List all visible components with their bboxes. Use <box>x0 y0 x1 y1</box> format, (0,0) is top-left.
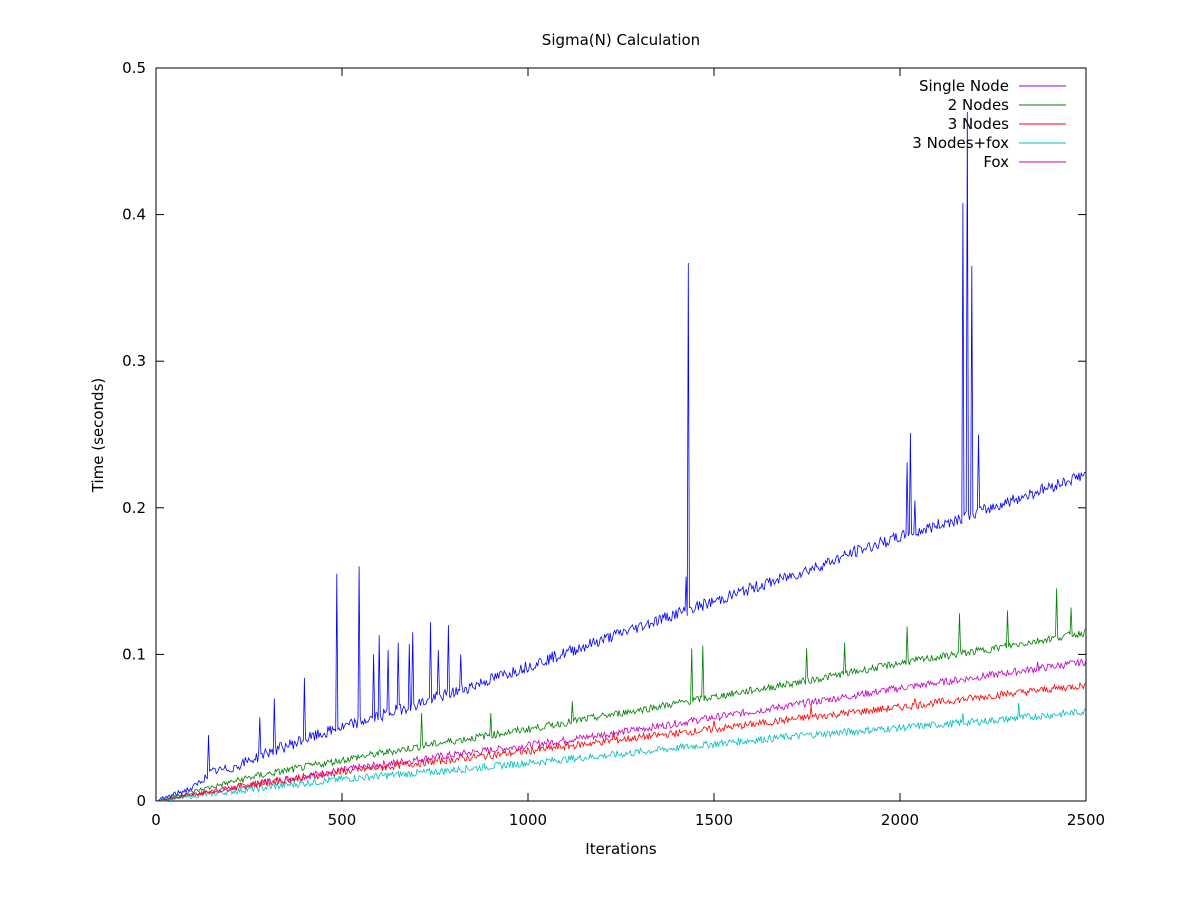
x-tick-label: 2000 <box>881 811 919 829</box>
x-tick-label: 0 <box>151 811 161 829</box>
y-axis-label: Time (seconds) <box>89 378 107 494</box>
series-line-3-nodes-fox <box>155 702 1086 802</box>
x-tick-label: 1000 <box>509 811 547 829</box>
series-line-2-nodes <box>155 588 1086 802</box>
legend-label: 3 Nodes <box>948 115 1009 133</box>
y-tick-label: 0 <box>136 792 146 810</box>
legend-label: Single Node <box>919 77 1009 95</box>
legend-label: 3 Nodes+fox <box>912 134 1009 152</box>
y-tick-label: 0.2 <box>122 499 146 517</box>
x-tick-label: 500 <box>328 811 357 829</box>
y-tick-label: 0.5 <box>122 59 146 77</box>
x-tick-label: 1500 <box>695 811 733 829</box>
series-line-single-node <box>155 111 1086 802</box>
x-tick-label: 2500 <box>1067 811 1105 829</box>
series-line-3-nodes <box>156 681 1086 802</box>
y-tick-label: 0.3 <box>122 352 146 370</box>
series-line-fox <box>155 658 1086 802</box>
y-tick-label: 0.4 <box>122 206 146 224</box>
x-axis-label: Iterations <box>585 840 657 858</box>
plot-frame <box>155 67 1087 802</box>
y-tick-label: 0.1 <box>122 645 146 663</box>
chart-title: Sigma(N) Calculation <box>542 31 700 49</box>
legend-label: Fox <box>983 153 1009 171</box>
legend-label: 2 Nodes <box>948 96 1009 114</box>
data-series <box>155 111 1086 802</box>
axis-ticks: 0 500 1000 1500 2000 2500 0 0.1 0.2 0.3 0.4 0.5 <box>122 59 1105 829</box>
